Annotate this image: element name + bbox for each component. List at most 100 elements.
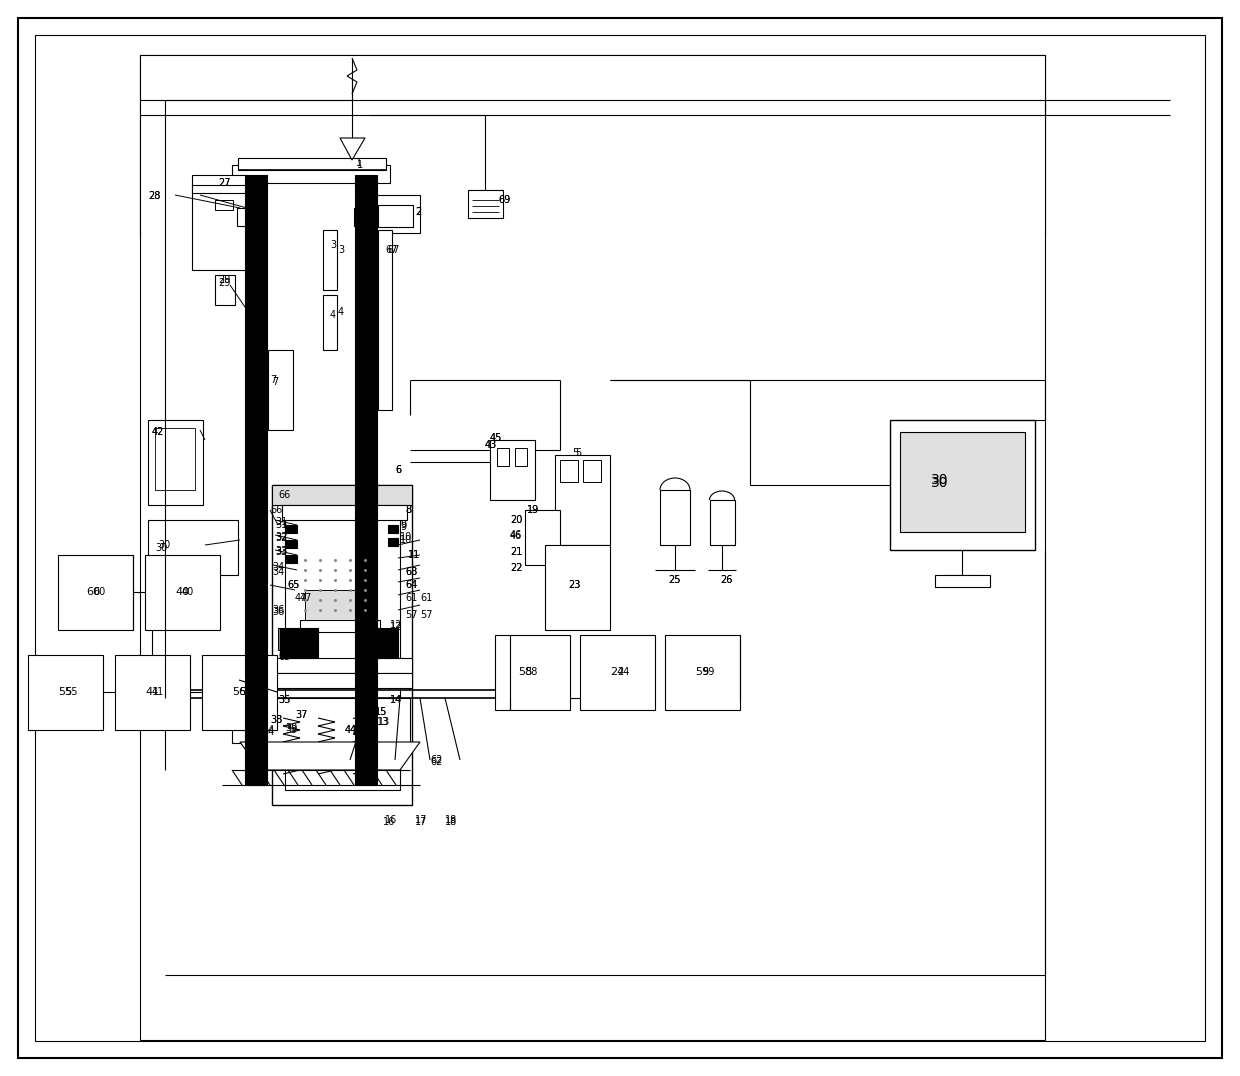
Text: 6: 6 [396,465,401,475]
Text: 26: 26 [720,575,733,585]
Text: 45: 45 [490,433,502,443]
Bar [935,575,990,587]
Bar [202,655,277,730]
Text: 29: 29 [218,278,231,288]
Text: 46: 46 [510,530,522,540]
Text: 16: 16 [383,817,396,827]
Text: 1: 1 [356,158,362,168]
Text: 22: 22 [510,563,522,574]
Text: 26: 26 [720,575,733,585]
Text: 35: 35 [278,695,290,705]
Text: 13: 13 [377,717,389,727]
Text: 44: 44 [345,725,357,735]
Bar [238,158,386,170]
Bar [355,175,377,785]
Bar [285,525,298,533]
Bar [660,490,689,546]
Polygon shape [241,742,420,770]
Bar [58,555,133,631]
Text: 5: 5 [572,448,578,458]
Text: 20: 20 [510,515,522,525]
Text: 59: 59 [694,667,709,677]
Text: 30: 30 [931,473,949,487]
Text: 2: 2 [415,207,422,217]
Text: 54: 54 [262,727,274,737]
Bar [490,440,534,500]
Text: 22: 22 [510,563,522,574]
Bar [665,635,740,710]
Bar [360,628,398,659]
Bar [560,461,578,482]
Text: 29: 29 [218,275,231,285]
Text: 38: 38 [270,714,283,725]
Text: 60: 60 [86,587,100,597]
Text: 30: 30 [157,540,170,550]
Bar [115,655,190,730]
Text: 58: 58 [518,667,532,677]
Text: 8: 8 [405,505,412,515]
Text: 61: 61 [420,593,433,603]
Text: 66: 66 [278,490,290,500]
Text: 65: 65 [286,580,299,590]
Text: 18: 18 [445,817,458,827]
Text: 25: 25 [668,575,681,585]
Text: 15: 15 [374,707,387,717]
Text: 7: 7 [272,377,278,387]
Text: 41: 41 [145,686,159,697]
Bar [556,455,610,546]
Text: 69: 69 [498,195,510,206]
Text: 17: 17 [415,817,428,827]
Text: 15: 15 [374,707,387,717]
Bar [272,672,412,688]
Bar [148,520,238,575]
Text: 23: 23 [568,580,580,590]
Text: 18: 18 [445,815,458,825]
Bar [140,55,1045,235]
Text: 47: 47 [295,593,308,603]
Text: 5: 5 [575,448,582,458]
Text: 34: 34 [272,562,284,572]
Text: 35: 35 [278,695,290,705]
Text: 31: 31 [275,520,288,530]
Bar [215,275,236,305]
Text: 57: 57 [420,610,433,620]
Text: 14: 14 [391,695,402,705]
Text: 42: 42 [153,427,165,437]
Text: 3: 3 [330,240,336,250]
Text: 8: 8 [405,505,412,515]
Text: 33: 33 [275,547,288,557]
Bar [300,620,379,632]
Text: 27: 27 [218,178,231,188]
Text: 57: 57 [405,610,418,620]
Text: 68: 68 [405,567,417,577]
Text: 20: 20 [510,515,522,525]
Text: 41: 41 [153,686,164,697]
Text: 67: 67 [384,245,397,255]
Text: 33: 33 [275,546,288,556]
Polygon shape [340,138,365,160]
Text: 12: 12 [391,622,402,632]
Text: 3: 3 [339,245,345,255]
Text: 11: 11 [408,550,420,560]
Text: 31: 31 [275,516,288,527]
Text: 68: 68 [405,567,417,577]
Bar [353,208,366,226]
Text: 24: 24 [610,667,624,677]
Text: 10: 10 [401,532,412,542]
Text: 10: 10 [401,535,412,546]
Text: 24: 24 [618,667,630,677]
Text: 43: 43 [485,440,497,450]
Text: 4: 4 [339,307,345,317]
Bar [322,230,337,291]
Bar [583,461,601,482]
Text: 60: 60 [93,587,105,597]
Text: 36: 36 [272,605,284,615]
Text: 56: 56 [239,686,252,697]
Bar [280,628,317,659]
Text: 55: 55 [58,686,72,697]
Bar [285,495,401,790]
Bar [467,190,503,218]
Bar [711,500,735,546]
Text: 43: 43 [485,440,497,450]
Bar [322,295,337,350]
